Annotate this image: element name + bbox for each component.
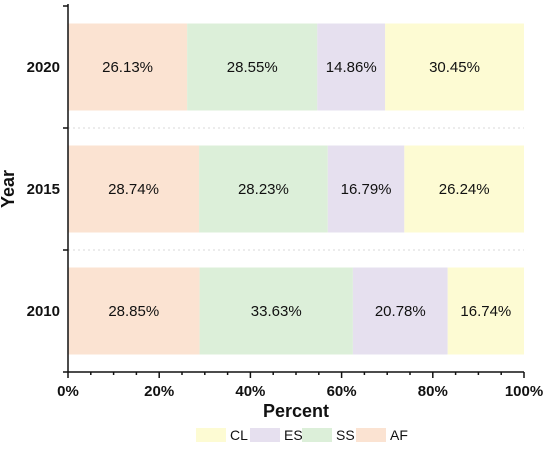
- bar-2010-cl: [447, 267, 524, 355]
- bar-2015-es: [327, 145, 405, 233]
- data-label-2015-es: 16.79%: [341, 181, 392, 198]
- legend-swatch-ss: [302, 428, 332, 442]
- data-label-2020-af: 26.13%: [102, 59, 153, 76]
- legend-swatch-es: [250, 428, 280, 442]
- bar-2020-es: [317, 23, 386, 111]
- data-label-2015-af: 28.74%: [108, 181, 159, 198]
- bar-2020-ss: [187, 23, 318, 111]
- legend-label-af: AF: [390, 427, 408, 443]
- x-tick-label-1: 20%: [144, 383, 174, 400]
- data-label-2020-ss: 28.55%: [227, 59, 278, 76]
- data-label-2010-cl: 16.74%: [460, 303, 511, 320]
- bar-group: 26.13% 28.55% 14.86% 30.45% 28.74% 28.23% 16.7…: [68, 23, 524, 355]
- bar-2015-cl: [404, 145, 524, 233]
- data-label-2015-cl: 26.24%: [439, 181, 490, 198]
- y-tick-label-2010: 2010: [27, 303, 60, 320]
- legend-label-ss: SS: [336, 427, 355, 443]
- data-label-2010-es: 20.78%: [375, 303, 426, 320]
- bar-2010-af: [68, 267, 200, 355]
- data-label-2010-af: 28.85%: [108, 303, 159, 320]
- x-tick-label-0: 0%: [57, 383, 79, 400]
- legend: CL ES SS AF: [196, 427, 408, 443]
- bar-2020-af: [68, 23, 188, 111]
- y-axis-title: Year: [0, 170, 18, 208]
- bar-2010-ss: [199, 267, 353, 355]
- tick-labels: 2020 2015 2010 0% 20% 40% 60% 80% 100%: [27, 59, 544, 400]
- bar-2020-cl: [385, 23, 524, 111]
- y-tick-label-2020: 2020: [27, 59, 60, 76]
- legend-swatch-af: [356, 428, 386, 442]
- data-label-2020-cl: 30.45%: [429, 59, 480, 76]
- data-label-2020-es: 14.86%: [326, 59, 377, 76]
- bar-2015-ss: [199, 145, 328, 233]
- axes: [63, 4, 525, 378]
- x-tick-label-2: 40%: [235, 383, 265, 400]
- legend-label-es: ES: [284, 427, 303, 443]
- bar-2010-es: [352, 267, 448, 355]
- data-label-2015-ss: 28.23%: [238, 181, 289, 198]
- data-label-2010-ss: 33.63%: [251, 303, 302, 320]
- x-tick-label-3: 60%: [327, 383, 357, 400]
- legend-swatch-cl: [196, 428, 226, 442]
- legend-label-cl: CL: [230, 427, 248, 443]
- x-tick-label-5: 100%: [505, 383, 543, 400]
- x-axis-title: Percent: [263, 401, 329, 421]
- y-tick-label-2015: 2015: [27, 181, 60, 198]
- bar-2015-af: [68, 145, 200, 233]
- x-tick-label-4: 80%: [418, 383, 448, 400]
- row-separators: [68, 127, 524, 251]
